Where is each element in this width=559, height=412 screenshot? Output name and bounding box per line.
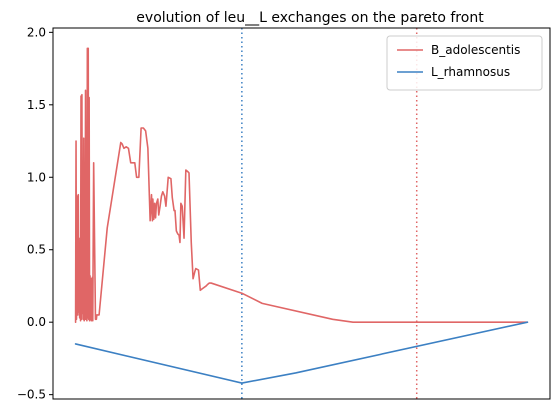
y-tick-label: 1.0 xyxy=(27,170,46,184)
legend-box xyxy=(386,35,543,91)
y-tick-label: −0.5 xyxy=(17,388,46,402)
series-line-L_rhamnosus xyxy=(74,321,529,384)
y-tick-label: 0.0 xyxy=(27,315,46,329)
chart-title: evolution of leu__L exchanges on the par… xyxy=(136,10,484,26)
y-tick-label: 0.5 xyxy=(27,243,46,257)
legend-label-L_rhamnosus: L_rhamnosus xyxy=(431,65,510,79)
y-tick-label: 2.0 xyxy=(27,25,46,39)
legend: B_adolescentis L_rhamnosus xyxy=(386,35,543,91)
legend-label-B_adolescentis: B_adolescentis xyxy=(431,43,520,57)
series-line-B_adolescentis xyxy=(74,47,529,323)
y-tick-label: 1.5 xyxy=(27,98,46,112)
y-axis: −0.5 0.0 0.5 1.0 1.5 2.0 xyxy=(17,25,53,402)
plot-area xyxy=(52,27,551,400)
axes-frame xyxy=(52,27,551,400)
